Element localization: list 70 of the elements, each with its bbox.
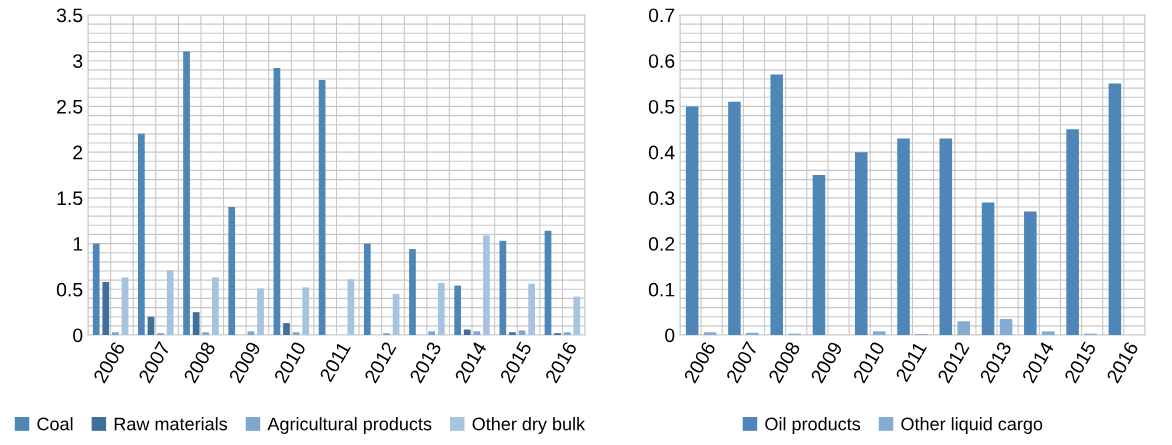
y-tick-label: 0.7 <box>648 8 675 23</box>
y-tick-label: 0.2 <box>648 237 675 251</box>
legend-label: Coal <box>37 417 73 431</box>
bar <box>437 282 445 335</box>
bar <box>121 277 129 335</box>
bar <box>854 152 868 335</box>
bar <box>528 283 535 335</box>
bar <box>228 207 236 335</box>
legend-label: Raw materials <box>114 417 228 431</box>
bar <box>202 332 210 335</box>
legend-label: Agricultural products <box>267 417 432 434</box>
bar <box>428 331 436 335</box>
bar <box>292 332 300 335</box>
y-tick-label: 0 <box>73 328 83 343</box>
bar <box>872 331 886 335</box>
bar <box>183 51 190 335</box>
y-tick-label: 2.5 <box>57 99 83 114</box>
bar <box>192 312 200 335</box>
bar <box>409 249 416 335</box>
bar <box>518 330 526 335</box>
bar <box>166 270 174 335</box>
bar <box>1108 83 1122 335</box>
legend-label: Other dry bulk <box>472 417 586 434</box>
bar <box>509 332 516 335</box>
y-tick-label: 0.5 <box>648 99 675 114</box>
bar <box>939 138 953 335</box>
bar <box>812 175 826 335</box>
y-tick-label: 0.1 <box>648 282 675 297</box>
bar <box>746 332 759 335</box>
bar <box>302 287 310 335</box>
bar <box>770 74 783 335</box>
bar <box>347 279 355 335</box>
y-tick-label: 0.5 <box>56 282 83 297</box>
bar <box>212 277 219 335</box>
bar <box>685 106 699 335</box>
y-tick-label: 1 <box>73 237 83 251</box>
bar <box>1024 211 1037 335</box>
bar <box>573 296 581 335</box>
bar <box>112 332 119 335</box>
bar <box>1066 129 1079 335</box>
bar <box>728 101 741 335</box>
bar <box>499 240 507 335</box>
y-tick-label: 0.4 <box>648 145 675 160</box>
bar <box>1042 331 1055 335</box>
bar <box>703 332 717 335</box>
y-tick-label: 0 <box>665 328 675 343</box>
bar <box>483 235 490 335</box>
legend-label: Oil products <box>765 417 861 434</box>
y-tick-label: 0.6 <box>648 54 675 68</box>
bar <box>981 202 995 335</box>
bar <box>283 323 290 335</box>
bar <box>247 331 255 335</box>
bar <box>454 285 461 335</box>
bar <box>897 138 910 335</box>
bar <box>257 288 264 335</box>
bar <box>473 331 481 335</box>
y-tick-label: 0.3 <box>648 191 675 206</box>
y-tick-label: 2 <box>73 145 83 160</box>
y-tick-label: 3.5 <box>56 8 83 23</box>
bar <box>463 329 471 335</box>
y-tick-label: 1.5 <box>57 191 83 206</box>
bar <box>957 321 971 335</box>
bar <box>102 281 110 335</box>
bar <box>563 332 571 335</box>
bar <box>138 133 145 335</box>
bar <box>363 243 371 335</box>
bar <box>999 319 1013 335</box>
legend-label: Other liquid cargo <box>901 417 1043 434</box>
y-tick-label: 3 <box>73 54 83 68</box>
bar <box>92 243 100 335</box>
